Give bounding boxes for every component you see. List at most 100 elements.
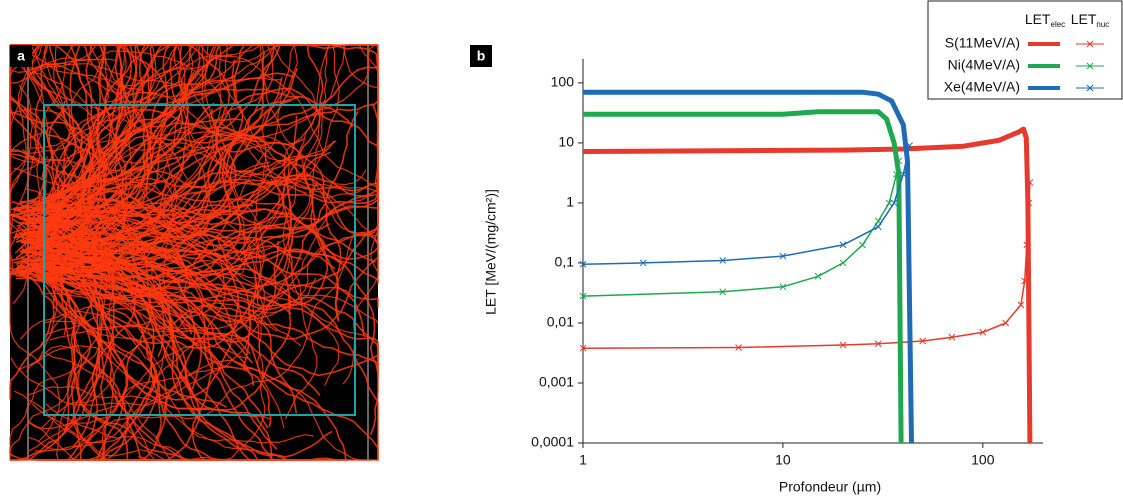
track	[63, 44, 134, 336]
marker	[639, 259, 647, 267]
track	[18, 138, 304, 251]
track	[26, 385, 314, 444]
track	[29, 230, 155, 349]
marker	[719, 288, 727, 296]
legend-label: Xe(4MeV/A)	[944, 79, 1020, 95]
track	[9, 84, 33, 296]
y-tick-label: 0,0001	[531, 434, 574, 450]
header-sub: nuc	[1096, 20, 1109, 29]
track	[148, 44, 262, 215]
marker	[779, 252, 787, 260]
track	[21, 148, 227, 428]
track	[12, 87, 379, 210]
elec-line	[583, 109, 904, 444]
marker	[779, 283, 787, 291]
track	[52, 44, 379, 164]
track	[18, 161, 270, 270]
track	[30, 268, 220, 291]
track	[39, 212, 153, 461]
track	[19, 309, 242, 450]
track	[27, 420, 230, 461]
track	[18, 253, 379, 340]
track	[218, 44, 302, 347]
simulation-panel: a	[9, 44, 379, 461]
track	[201, 44, 337, 178]
track	[34, 230, 242, 331]
y-tick-label: 10	[558, 134, 574, 150]
track	[17, 44, 324, 262]
track	[13, 123, 178, 444]
marker	[885, 199, 893, 207]
track	[201, 44, 299, 461]
y-axis-label: LET [MeV/(mg/cm²)]	[483, 189, 499, 315]
track	[34, 359, 378, 461]
track	[27, 226, 356, 451]
track	[43, 174, 188, 336]
tracks	[9, 44, 379, 461]
legend-marker	[1086, 62, 1094, 70]
y-tick-label: 0,1	[555, 254, 575, 270]
track	[43, 259, 372, 340]
y-tick-label: 0,01	[547, 314, 574, 330]
track	[19, 345, 271, 420]
track	[99, 44, 132, 229]
track	[43, 80, 182, 211]
elec-line	[583, 89, 914, 444]
track	[45, 242, 272, 428]
x-axis-label: Profondeur (µm)	[779, 479, 881, 495]
track	[38, 170, 379, 257]
marker	[1002, 319, 1009, 327]
track	[14, 53, 233, 254]
track	[37, 96, 300, 247]
track	[9, 192, 108, 461]
track	[40, 44, 218, 181]
y-tick-label: 1	[566, 194, 574, 210]
track	[26, 178, 291, 349]
elec-line	[582, 126, 1033, 444]
track	[180, 44, 285, 429]
legend-label: Ni(4MeV/A)	[948, 57, 1020, 73]
marker	[735, 344, 742, 351]
marker	[1017, 301, 1025, 309]
track	[31, 99, 292, 303]
track	[90, 44, 186, 275]
track	[20, 238, 293, 315]
legend-header: LETelec	[1025, 11, 1065, 29]
legend-header: LETnuc	[1071, 11, 1110, 29]
panel-label: b	[477, 48, 486, 64]
nuc-line	[582, 160, 900, 297]
track	[204, 44, 379, 257]
marker	[579, 344, 587, 352]
nuc-line	[582, 182, 1031, 349]
track	[16, 44, 285, 143]
track	[46, 156, 305, 273]
x-tick-label: 1	[579, 452, 587, 468]
marker	[859, 241, 866, 249]
x-tick-label: 10	[775, 452, 791, 468]
marker	[839, 259, 847, 267]
header-sub: elec	[1051, 20, 1066, 29]
marker	[579, 292, 587, 300]
legend-label: S(11MeV/A)	[945, 35, 1020, 51]
track	[32, 265, 218, 286]
marker	[579, 260, 587, 268]
marker	[814, 272, 822, 280]
track	[261, 44, 340, 386]
marker	[839, 241, 847, 249]
marker	[874, 223, 882, 231]
marker	[719, 257, 727, 264]
track	[39, 63, 282, 95]
y-tick-label: 0,001	[539, 374, 574, 390]
legend-marker	[1086, 84, 1094, 92]
panel-label: a	[17, 48, 25, 64]
marker	[874, 340, 882, 348]
track	[26, 206, 173, 341]
volume-box	[43, 104, 356, 416]
track	[12, 141, 253, 305]
panel-label-box	[470, 45, 492, 67]
track	[173, 44, 379, 324]
track	[9, 44, 127, 163]
track	[102, 44, 328, 98]
header-text: LET	[1025, 11, 1051, 27]
track	[24, 52, 289, 167]
